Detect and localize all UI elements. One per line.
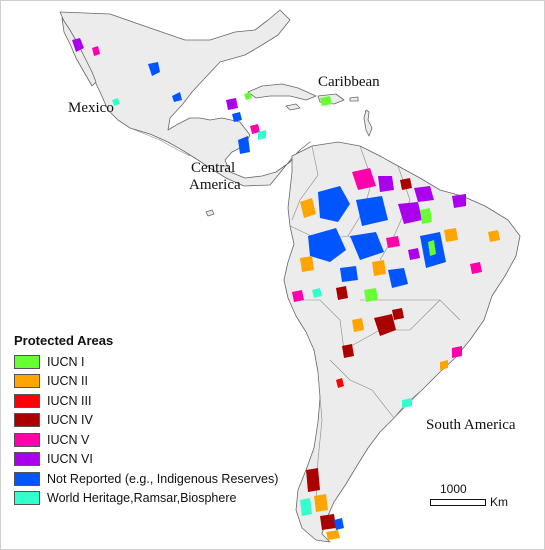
pa-iucn-ii-brazil-se: [440, 360, 448, 370]
legend-label-world-heritage: World Heritage,Ramsar,Biosphere: [47, 491, 237, 506]
pa-iucn-i-amazon: [420, 208, 432, 224]
pa-iucn-iv-peru: [336, 286, 348, 300]
label-south-america: South America: [426, 417, 516, 433]
lesser-antilles: [363, 109, 373, 137]
land-layer: [59, 9, 521, 543]
pa-not-reported-amazon-2: [308, 228, 346, 262]
pa-iucn-ii-tierra: [326, 530, 340, 540]
legend-item-iucn-iii: IUCN III: [14, 391, 332, 411]
pa-iucn-ii-patagonia: [314, 494, 328, 512]
pa-not-reported-ca: [238, 136, 250, 154]
legend-swatch-iucn-vi: [14, 452, 40, 467]
pa-iucn-v-brazil-se: [452, 346, 462, 358]
cuba: [247, 83, 317, 101]
pa-iucn-ii-brazil-east: [488, 230, 500, 242]
pa-biosphere-patagonia: [300, 498, 312, 516]
pa-iucn-ii-amazon-2: [372, 260, 386, 276]
south-america-landmass: [283, 141, 521, 543]
pa-iucn-vi-amazon: [398, 202, 422, 224]
legend: Protected Areas IUCN I IUCN II IUCN III …: [14, 333, 332, 508]
country-borders: [129, 127, 461, 501]
pa-biosphere-mexico: [112, 98, 120, 106]
pa-biosphere-argentina: [402, 398, 412, 408]
pa-iucn-i-caribbean: [320, 96, 332, 106]
legend-item-iucn-i: IUCN I: [14, 352, 332, 372]
legend-label-iucn-iv: IUCN IV: [47, 413, 93, 428]
pa-iucn-v-amazon: [386, 236, 400, 248]
label-central-america-line1: Central: [191, 160, 236, 176]
pa-iucn-vi-baja: [72, 38, 84, 52]
label-mexico: Mexico: [68, 100, 114, 116]
legend-swatch-world-heritage: [14, 491, 40, 506]
scale-bar-graphic: [430, 499, 486, 506]
legend-label-iucn-iii: IUCN III: [47, 393, 92, 408]
pa-not-reported-peru: [340, 266, 358, 282]
pa-not-reported-amazon-1: [356, 196, 388, 226]
legend-swatch-iucn-iv: [14, 413, 40, 428]
pa-not-reported-mexico: [148, 62, 160, 76]
legend-label-iucn-v: IUCN V: [47, 432, 90, 447]
pa-biosphere-ca: [258, 130, 266, 140]
pa-iucn-v-brazil-east: [470, 262, 482, 274]
pa-iucn-vi-guiana: [414, 186, 434, 202]
pa-iucn-iii-andes: [336, 378, 344, 388]
pa-iucn-vi-yucatan: [226, 98, 238, 110]
pa-iucn-vi-amazon-2: [408, 248, 420, 260]
pa-iucn-ii-bolivia: [352, 318, 364, 332]
puerto-rico: [349, 96, 359, 102]
pa-iucn-i-yucatan: [244, 92, 252, 100]
pa-iucn-iv-bolivia-2: [392, 308, 404, 320]
pa-iucn-v-peru: [292, 290, 304, 302]
label-central-america-line2: America: [189, 177, 241, 193]
pa-iucn-ii-amazon: [444, 228, 458, 242]
pa-iucn-iv-andes: [342, 344, 354, 358]
legend-item-iucn-ii: IUCN II: [14, 372, 332, 392]
pa-iucn-i-amazon-3: [364, 288, 378, 302]
jamaica: [285, 103, 301, 111]
legend-item-iucn-v: IUCN V: [14, 430, 332, 450]
legend-item-iucn-vi: IUCN VI: [14, 450, 332, 470]
galapagos-islands: [205, 209, 215, 217]
pa-iucn-iv-patagonia-2: [320, 514, 336, 530]
pa-iucn-iv-guyana: [400, 178, 412, 190]
pa-not-reported-patagonia: [334, 518, 344, 530]
legend-label-iucn-i: IUCN I: [47, 354, 85, 369]
legend-swatch-not-reported: [14, 471, 40, 486]
pa-iucn-iv-patagonia: [306, 468, 320, 492]
pa-iucn-vi-coast: [452, 194, 466, 208]
legend-swatch-iucn-ii: [14, 374, 40, 389]
pa-not-reported-amazon-3: [350, 232, 384, 260]
label-caribbean: Caribbean: [318, 74, 380, 90]
pa-iucn-vi-venezuela: [378, 176, 394, 192]
pa-iucn-i-amazon-2: [428, 240, 436, 256]
legend-label-iucn-vi: IUCN VI: [47, 452, 93, 467]
pa-not-reported-yucatan: [232, 112, 242, 122]
scale-bar-value: 1000: [440, 482, 467, 496]
legend-item-iucn-iv: IUCN IV: [14, 411, 332, 431]
pa-iucn-v-venezuela: [352, 168, 376, 190]
legend-label-iucn-ii: IUCN II: [47, 374, 88, 389]
legend-swatch-iucn-i: [14, 354, 40, 369]
legend-label-not-reported: Not Reported (e.g., Indigenous Reserves): [47, 471, 279, 486]
pa-biosphere-peru: [312, 288, 322, 298]
pa-not-reported-amazon-5: [388, 268, 408, 288]
pa-iucn-v-mexico: [92, 46, 100, 56]
pa-iucn-v-ca: [250, 124, 260, 134]
legend-swatch-iucn-iii: [14, 393, 40, 408]
legend-title: Protected Areas: [14, 333, 114, 348]
pa-iucn-ii-colombia: [300, 198, 316, 218]
pa-not-reported-colombia: [318, 186, 350, 222]
legend-item-world-heritage: World Heritage,Ramsar,Biosphere: [14, 489, 332, 509]
scale-bar: 1000 Km: [430, 482, 520, 512]
pa-iucn-iv-bolivia: [374, 314, 396, 336]
pa-iucn-ii-peru: [300, 256, 314, 272]
scale-bar-unit: Km: [490, 495, 508, 509]
legend-swatch-iucn-v: [14, 432, 40, 447]
mexico-landmass: [59, 9, 311, 187]
pa-not-reported-mexico-2: [172, 92, 182, 102]
legend-item-not-reported: Not Reported (e.g., Indigenous Reserves): [14, 469, 332, 489]
protected-areas: [72, 38, 500, 540]
